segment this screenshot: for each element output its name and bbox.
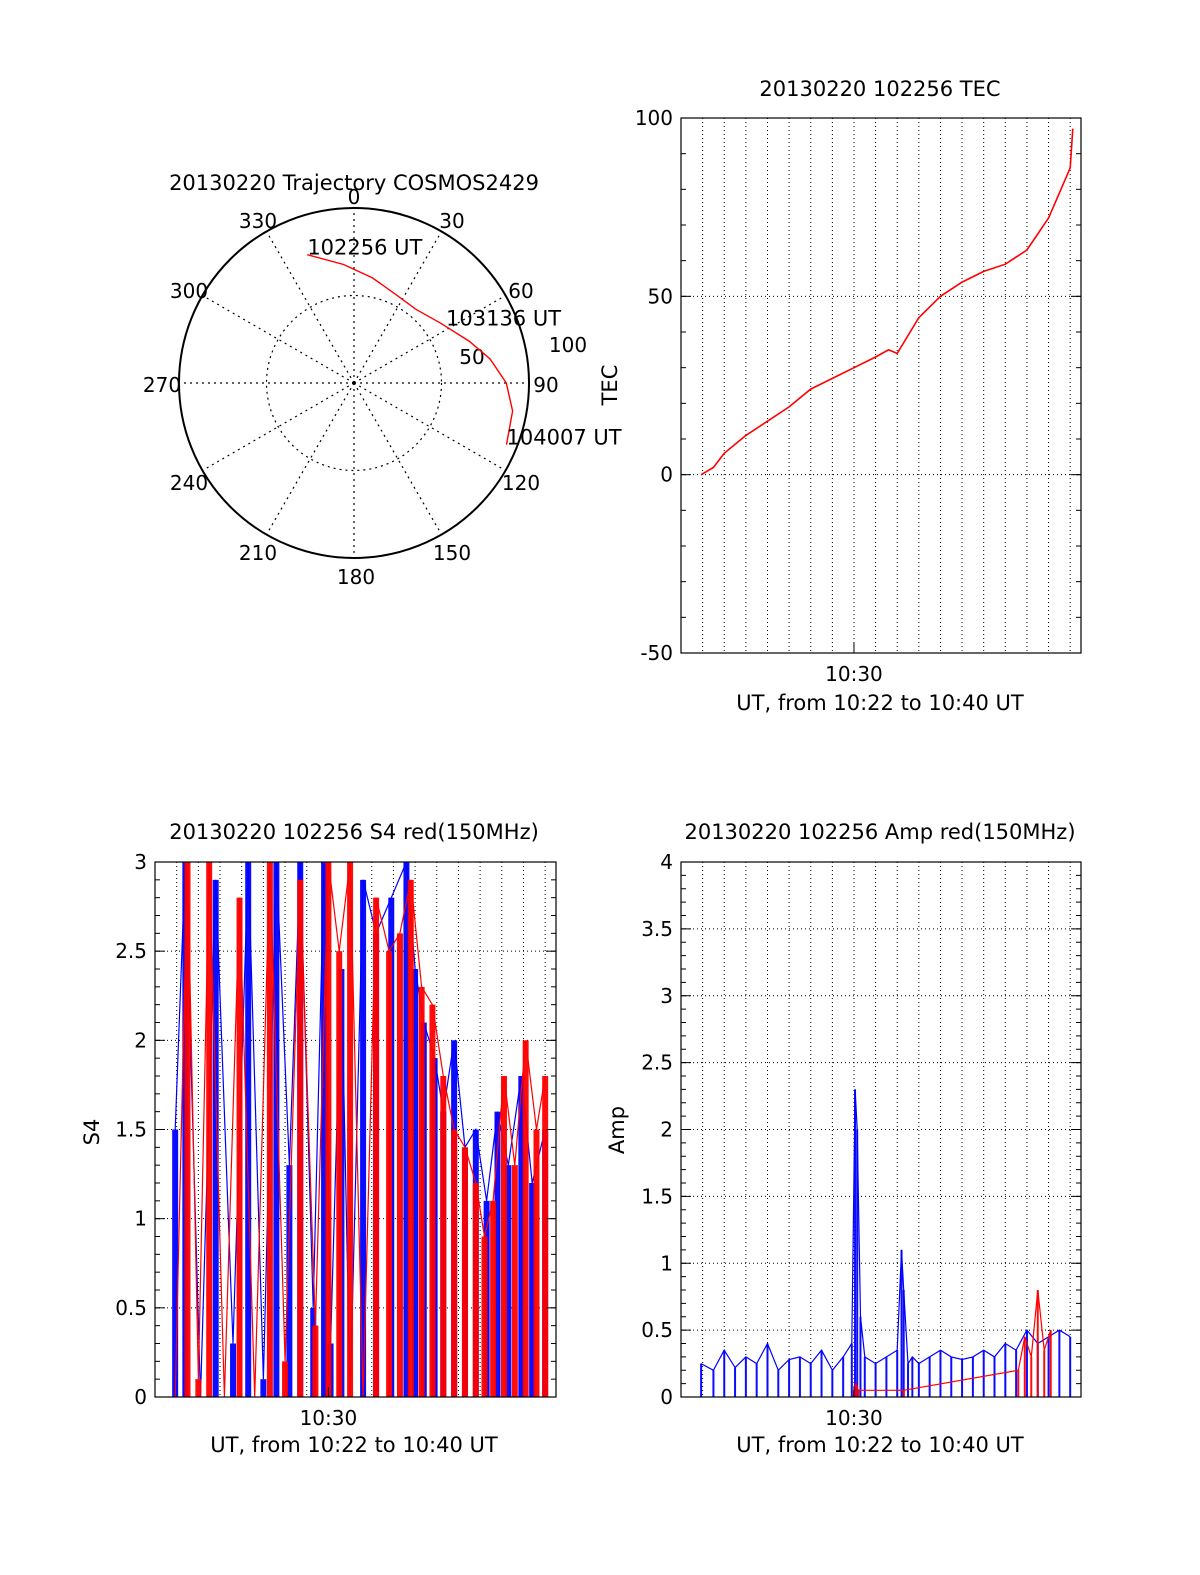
polar-azimuth-labels: 0 30 60 90 120 150 180 210 240 270 300 3… — [143, 185, 587, 589]
azimuth-label-60: 60 — [508, 279, 533, 303]
tec-xlabel: UT, from 10:22 to 10:40 UT — [736, 691, 1024, 715]
amp-ytick-label: 4 — [660, 850, 673, 874]
azimuth-label-330: 330 — [239, 209, 277, 233]
s4-ytick-label: 1 — [134, 1207, 147, 1231]
s4-xlabel: UT, from 10:22 to 10:40 UT — [210, 1433, 498, 1457]
tec-series-0-line — [700, 128, 1074, 476]
azimuth-label-210: 210 — [239, 541, 277, 565]
azimuth-label-30: 30 — [439, 209, 464, 233]
trajectory-line — [307, 254, 514, 445]
polar-spoke — [353, 382, 506, 472]
s4-title: 20130220 102256 S4 red(150MHz) — [169, 820, 539, 844]
radius-label-100: 100 — [549, 333, 587, 357]
azimuth-label-150: 150 — [433, 541, 471, 565]
radius-label-50: 50 — [459, 345, 484, 369]
tec-frame — [680, 117, 1082, 654]
tec-grid — [680, 117, 1081, 654]
trajectory-annotation: 103136 UT — [446, 307, 561, 331]
polar-spoke — [202, 382, 355, 472]
tec-series — [700, 128, 1074, 476]
tec-ytick-label: 50 — [648, 284, 673, 308]
azimuth-label-120: 120 — [502, 471, 540, 495]
amp-xtick-label: 10:30 — [825, 1406, 883, 1430]
s4-series — [172, 861, 549, 1398]
tec-axes: -50 0 50 100 10:30 — [635, 106, 1082, 686]
amp-frame — [680, 861, 1082, 1398]
polar-inner-circle — [265, 294, 443, 472]
azimuth-label-270: 270 — [143, 373, 181, 397]
trajectory-annotation: 102256 UT — [307, 236, 422, 260]
amp-ytick-label: 0 — [660, 1385, 673, 1409]
tec-ytick-label: 0 — [660, 463, 673, 487]
amp-ytick-label: 2 — [660, 1118, 673, 1142]
s4-xtick-label: 10:30 — [300, 1406, 358, 1430]
amp-series-1-line — [853, 1289, 1052, 1391]
polar-grid — [178, 207, 530, 559]
polar-spoke — [353, 294, 506, 384]
trajectory-annotation: 104007 UT — [507, 426, 622, 450]
amp-axes: 0 0.5 1 1.5 2 2.5 3 3.5 4 10:30 — [641, 850, 1082, 1430]
s4-frame — [154, 861, 557, 1398]
s4-ylabel: S4 — [80, 1119, 104, 1146]
s4-panel: 20130220 102256 S4 red(150MHz) 0 0.5 1 1.5 2… — [80, 820, 557, 1457]
amp-series-0-line — [700, 1089, 1071, 1372]
azimuth-label-180: 180 — [337, 565, 375, 589]
s4-ytick-label: 0.5 — [115, 1296, 147, 1320]
s4-ytick-label: 0 — [134, 1385, 147, 1409]
amp-ylabel: Amp — [605, 1106, 629, 1154]
s4-ytick-label: 2 — [134, 1028, 147, 1052]
polar-spoke — [202, 294, 355, 384]
azimuth-label-300: 300 — [170, 279, 208, 303]
tec-ytick-label: 100 — [635, 106, 673, 130]
s4-ytick-label: 3 — [134, 850, 147, 874]
tec-panel: 20130220 102256 TEC -50 0 50 100 10:30 UT, f… — [598, 77, 1082, 715]
amp-series — [700, 1089, 1072, 1397]
tec-ylabel: TEC — [598, 365, 622, 407]
amp-ytick-label: 2.5 — [641, 1051, 673, 1075]
trajectory-title: 20130220 Trajectory COSMOS2429 — [169, 171, 539, 195]
amp-ytick-label: 3 — [660, 984, 673, 1008]
polar-spoke — [353, 382, 443, 535]
s4-ytick-label: 2.5 — [115, 939, 147, 963]
tec-ytick-label: -50 — [640, 641, 673, 665]
tec-xtick-label: 10:30 — [825, 662, 883, 686]
polar-spoke — [265, 231, 355, 384]
azimuth-label-240: 240 — [170, 471, 208, 495]
azimuth-label-90: 90 — [533, 373, 558, 397]
s4-axes: 0 0.5 1 1.5 2 2.5 3 10:30 — [115, 850, 557, 1430]
polar-spoke — [265, 382, 355, 535]
amp-ytick-label: 3.5 — [641, 917, 673, 941]
amp-grid — [680, 861, 1081, 1398]
amp-ytick-label: 0.5 — [641, 1318, 673, 1342]
s4-ytick-label: 1.5 — [115, 1118, 147, 1142]
trajectory-panel: 20130220 Trajectory COSMOS2429 0 30 60 9… — [143, 171, 622, 589]
trajectory-series — [307, 254, 514, 445]
amp-xlabel: UT, from 10:22 to 10:40 UT — [736, 1433, 1024, 1457]
polar-spoke — [353, 231, 443, 384]
azimuth-label-0: 0 — [348, 185, 361, 209]
amp-title: 20130220 102256 Amp red(150MHz) — [684, 820, 1075, 844]
trajectory-annotations: 102256 UT 103136 UT 104007 UT — [307, 236, 621, 450]
amp-ytick-label: 1.5 — [641, 1184, 673, 1208]
amp-panel: 20130220 102256 Amp red(150MHz) 0 0.5 1 1.5… — [605, 820, 1082, 1457]
amp-ytick-label: 1 — [660, 1251, 673, 1275]
tec-title: 20130220 102256 TEC — [759, 77, 1000, 101]
